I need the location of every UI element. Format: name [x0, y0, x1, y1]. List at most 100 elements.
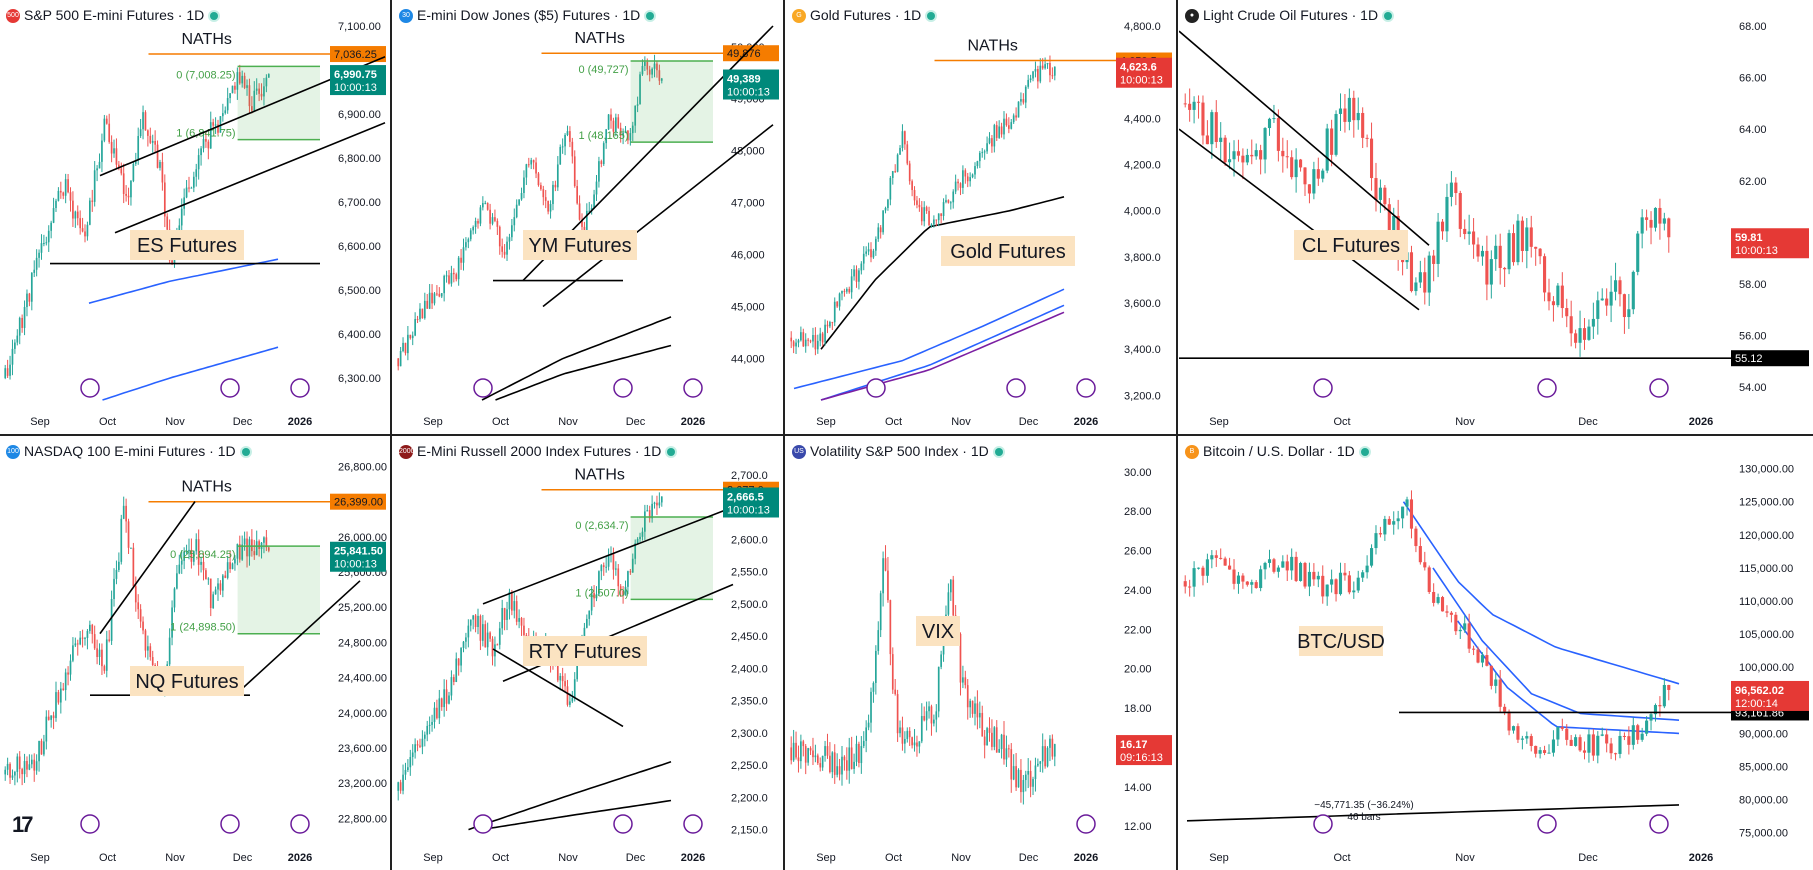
symbol-icon: ● — [1185, 9, 1199, 24]
candle-body — [838, 293, 841, 307]
lightning-icon — [1649, 814, 1669, 834]
candle-body — [491, 217, 494, 224]
price-tick-label: 75,000.00 — [1739, 828, 1788, 840]
moving-average-line — [88, 258, 279, 304]
candle-body — [920, 716, 923, 742]
moving-average-line — [1432, 567, 1680, 721]
price-tick-label: 24,400.00 — [338, 673, 387, 685]
lightning-icon — [683, 378, 703, 398]
candle-body — [267, 74, 270, 78]
candle-body — [1622, 735, 1626, 737]
candle-body — [79, 637, 82, 645]
time-tick-label: Sep — [423, 416, 443, 428]
candle-body — [1538, 248, 1542, 257]
candle-body — [481, 203, 484, 208]
candle-body — [1051, 738, 1054, 757]
candle-body — [147, 646, 149, 651]
candle-body — [1622, 294, 1626, 318]
candle-body — [103, 118, 106, 141]
price-tick-label: 18.00 — [1124, 703, 1152, 715]
countdown-label: 09:16:13 — [1120, 752, 1163, 764]
candle-body — [253, 90, 256, 111]
price-tick-label: 45,000 — [731, 302, 765, 314]
candle-body — [178, 564, 181, 574]
panel-btc[interactable]: 130,000.00 125,000.00 120,000.00 115,000.00… — [1179, 436, 1813, 870]
last-price-tag — [723, 69, 779, 100]
candle-body — [1356, 112, 1360, 121]
countdown-label: 10:00:13 — [1735, 245, 1778, 257]
replay-icon — [1537, 378, 1557, 398]
candle-body — [103, 666, 106, 671]
panel-rty[interactable]: 2,700.02,650.02,600.02,550.02,500.02,450… — [393, 436, 783, 870]
candle-body — [91, 624, 94, 635]
candle-body — [23, 307, 26, 328]
candle-body — [1383, 518, 1387, 535]
symbol-header[interactable]: B Bitcoin / U.S. Dollar · 1D — [1185, 443, 1369, 460]
symbol-header[interactable]: US Volatility S&P 500 Index · 1D — [792, 443, 1003, 460]
candle-body — [1596, 300, 1600, 319]
symbol-header[interactable]: ● Light Crude Oil Futures · 1D — [1185, 7, 1393, 24]
candle-body — [411, 752, 414, 758]
candle-body — [207, 141, 210, 149]
candle-body — [217, 583, 219, 590]
candle-body — [797, 757, 800, 762]
symbol-header[interactable]: 500 S&P 500 E-mini Futures · 1D — [6, 7, 219, 24]
candle-body — [265, 77, 268, 87]
candle-body — [57, 692, 60, 703]
tradingview-logo-icon[interactable]: 17 — [12, 812, 34, 837]
candle-body — [648, 69, 651, 75]
moving-average-line — [1186, 804, 1680, 822]
candle-body — [86, 224, 89, 237]
time-tick-label: Sep — [423, 852, 443, 864]
candle-body — [1605, 734, 1609, 744]
last-price-label: 25,841.50 — [334, 546, 383, 558]
candle-body — [836, 766, 839, 775]
candle-body — [1325, 584, 1329, 597]
panel-nq[interactable]: 26,800.00 26,000.00 25,600.00 25,200.00 24,8… — [0, 436, 390, 870]
panel-cl[interactable]: 68.0066.0064.0062.0060.0058.0056.0054.00… — [1179, 0, 1813, 434]
candle-body — [585, 210, 588, 236]
symbol-title: E-Mini Russell 2000 Index Futures · 1D — [417, 443, 662, 459]
candle-body — [166, 216, 169, 230]
candle-body — [518, 618, 520, 622]
candle-body — [595, 594, 598, 599]
candle-body — [43, 243, 45, 245]
candle-body — [67, 672, 69, 675]
candle-body — [98, 161, 101, 169]
panel-es[interactable]: 7,100.007,000.006,900.006,800.006,700.00… — [0, 0, 390, 434]
time-tick-label: Dec — [626, 416, 646, 428]
candle-body — [501, 246, 504, 252]
candle-body — [1507, 711, 1511, 731]
symbol-header[interactable]: 2000 E-Mini Russell 2000 Index Futures · … — [399, 443, 676, 460]
fib-top-label: 0 (49,727) — [578, 64, 628, 76]
candle-body — [540, 185, 542, 190]
symbol-header[interactable]: 100 NASDAQ 100 E-mini Futures · 1D — [6, 443, 250, 460]
price-tick-label: 24.00 — [1124, 585, 1152, 597]
price-tick-label: 30.00 — [1124, 467, 1152, 479]
candle-body — [636, 104, 639, 106]
candle-body — [1232, 151, 1236, 160]
candle-body — [1449, 612, 1453, 615]
panel-ym[interactable]: 50,00049,00048,00047,00046,00045,00044,0… — [393, 0, 783, 434]
symbol-header[interactable]: G Gold Futures · 1D — [792, 7, 936, 24]
price-tick-label: 3,200.0 — [1124, 390, 1161, 402]
candle-body — [251, 539, 253, 552]
countdown-label: 10:00:13 — [334, 82, 377, 94]
candle-body — [945, 200, 947, 203]
symbol-header[interactable]: 30 E-mini Dow Jones ($5) Futures · 1D — [399, 7, 655, 24]
candle-body — [438, 698, 441, 719]
candle-body — [226, 562, 229, 578]
panel-gc[interactable]: 4,800.04,600.04,400.04,200.04,000.03,800… — [786, 0, 1176, 434]
panel-divider[interactable] — [0, 434, 1813, 436]
candle-body — [399, 351, 402, 367]
candle-body — [593, 593, 595, 599]
panel-vix[interactable]: 30.0028.0026.0024.0022.0020.0018.0016.00… — [786, 436, 1176, 870]
trend-line — [114, 122, 386, 234]
candle-body — [547, 200, 549, 212]
candle-body — [221, 113, 224, 117]
candle-body — [142, 621, 144, 631]
candle-body — [853, 761, 855, 769]
candle-body — [1649, 714, 1653, 721]
candle-body — [251, 106, 253, 111]
candle-body — [1046, 63, 1049, 65]
